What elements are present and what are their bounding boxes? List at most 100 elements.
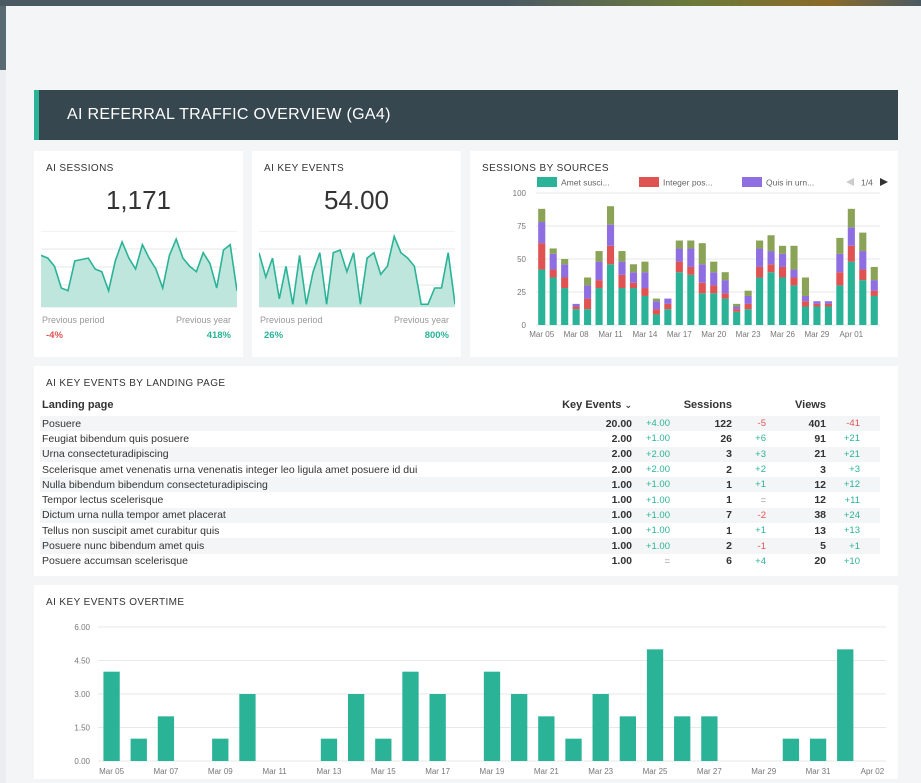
cell-key-events: 2.00 — [560, 446, 632, 462]
key-events-overtime-chart: 0.00 1.50 3.00 4.50 6.00 Mar 05 Mar 07 Mar 09 Ma… — [74, 623, 886, 776]
stacked-bar-segment — [606, 245, 615, 265]
stacked-bar-segment — [744, 309, 752, 325]
cell-views: 21 — [766, 446, 826, 462]
x-tick-label: Mar 23 — [736, 330, 761, 339]
stacked-bar-segment — [641, 288, 649, 296]
stacked-bar-segment — [710, 272, 718, 286]
y-tick-label: 6.00 — [74, 623, 90, 632]
stacked-bar-segment — [801, 301, 810, 307]
table-row: Dictum urna nulla tempor amet placerat 1.… — [40, 507, 880, 524]
prev-page-icon[interactable] — [846, 178, 854, 186]
stacked-bar-segment — [549, 248, 557, 254]
y-tick-label: 3.00 — [74, 690, 90, 699]
stacked-bar-segment — [549, 269, 557, 278]
stacked-bar-segment — [721, 272, 729, 281]
cell-key-events: 1.00 — [560, 507, 632, 524]
stacked-bar-segment — [836, 272, 844, 286]
legend-label[interactable]: Quis in urn... — [766, 178, 814, 188]
x-tick-label: Mar 19 — [480, 767, 505, 776]
cell-views-delta: +21 — [843, 433, 860, 445]
cell-landing-page: Urna consecteturadipiscing — [40, 446, 560, 462]
stacked-bar-segment — [813, 301, 821, 304]
bar — [782, 738, 800, 761]
stacked-bar-segment — [652, 309, 660, 315]
stacked-bar-segment — [778, 253, 787, 267]
bar — [483, 671, 501, 761]
stacked-bar-segment — [641, 272, 649, 289]
x-tick-label: Mar 08 — [564, 330, 589, 339]
stacked-bar-segment — [801, 306, 810, 325]
cell-sessions-delta: +1 — [732, 477, 766, 493]
cell-views: 91 — [814, 432, 826, 445]
stacked-bar-segment — [618, 288, 626, 325]
table-row: Tempor lectus scelerisque 1.00 +1.00 1 = 12 +1… — [40, 492, 880, 507]
stacked-bar-segment — [847, 208, 855, 228]
legend-label[interactable]: Integer pos... — [663, 178, 713, 188]
stacked-bar-segment — [687, 240, 695, 249]
stacked-bar-segment — [698, 264, 706, 283]
stacked-bar-segment — [561, 259, 569, 265]
key-events-overtime-card: AI KEY EVENTS OVERTIME 0.00 1.50 3.00 4.50 6… — [34, 585, 898, 779]
stacked-bar-segment — [652, 301, 660, 310]
x-tick-label: Mar 17 — [667, 330, 692, 339]
col-views: Views — [795, 398, 826, 411]
cell-sessions: 7 — [670, 507, 732, 524]
x-tick-label: Mar 20 — [701, 330, 726, 339]
stacked-bar-segment — [561, 277, 569, 289]
sort-desc-icon: ⌄ — [624, 399, 632, 410]
stacked-bar-segment — [675, 240, 683, 249]
cell-sessions: 1 — [726, 524, 732, 537]
stacked-bar-segment — [710, 261, 718, 273]
prev-year-label: Previous year — [175, 315, 231, 325]
kpi-card-key-events: AI KEY EVENTS 54.00 Previous period 26% … — [252, 151, 461, 357]
table-row: Posuere 20.00 +4.00 122 -5 401 -41 — [40, 416, 880, 432]
col-key-events[interactable]: Key Events ⌄ — [560, 398, 632, 416]
y-tick-label: 75 — [517, 222, 526, 231]
stacked-bar-segment — [847, 261, 855, 325]
chart-title: SESSIONS BY SOURCES — [482, 163, 609, 174]
cell-sessions: 1 — [726, 494, 732, 507]
key-events-sparkline — [259, 231, 455, 308]
bar — [565, 738, 582, 761]
cell-sessions: 2 — [670, 538, 732, 554]
stacked-bar-segment — [595, 261, 603, 281]
kpi-title: AI KEY EVENTS — [264, 163, 345, 174]
cell-views-delta: +1 — [826, 538, 880, 554]
cell-key-events: 2.00 — [611, 432, 632, 445]
stacked-bar-segment — [629, 264, 638, 273]
x-tick-label: Mar 05 — [99, 767, 124, 776]
stacked-bar-segment — [824, 303, 832, 307]
stacked-bar-segment — [538, 222, 546, 244]
col-spacer — [826, 398, 880, 416]
next-page-icon[interactable] — [880, 178, 888, 186]
cell-key-events: 1.00 — [560, 538, 632, 554]
cell-key-events-delta: +1.00 — [632, 477, 670, 493]
stacked-bar-segment — [538, 269, 546, 325]
y-tick-label: 4.50 — [74, 657, 90, 666]
prev-period-value: 26% — [264, 330, 284, 341]
stacked-bar-segment — [721, 280, 729, 294]
table-row: Tellus non suscipit amet curabitur quis 1… — [40, 523, 880, 538]
prev-year-value: 800% — [424, 330, 449, 341]
bar — [646, 649, 664, 761]
cell-key-events-delta: +1.00 — [645, 494, 670, 506]
stacked-bar-segment — [790, 277, 798, 286]
legend-swatch — [742, 177, 762, 187]
stacked-bar-segment — [710, 293, 718, 325]
stacked-bar-segment — [824, 306, 832, 325]
cell-key-events: 1.00 — [611, 555, 632, 568]
cell-views: 38 — [766, 507, 826, 524]
y-tick-label: 50 — [517, 255, 526, 264]
stacked-bar-segment — [767, 272, 775, 325]
cell-views: 20 — [814, 555, 826, 568]
kpi-title: AI SESSIONS — [46, 163, 114, 174]
sparkline-area — [41, 239, 237, 307]
left-edge — [0, 6, 6, 70]
x-tick-label: Mar 27 — [697, 767, 722, 776]
cell-views: 12 — [766, 477, 826, 493]
stacked-bar-segment — [629, 282, 638, 289]
legend-label[interactable]: Amet susci... — [561, 178, 610, 188]
sparkline-line — [259, 233, 455, 306]
x-tick-label: Mar 05 — [529, 330, 554, 339]
cell-sessions-delta: = — [760, 494, 766, 506]
